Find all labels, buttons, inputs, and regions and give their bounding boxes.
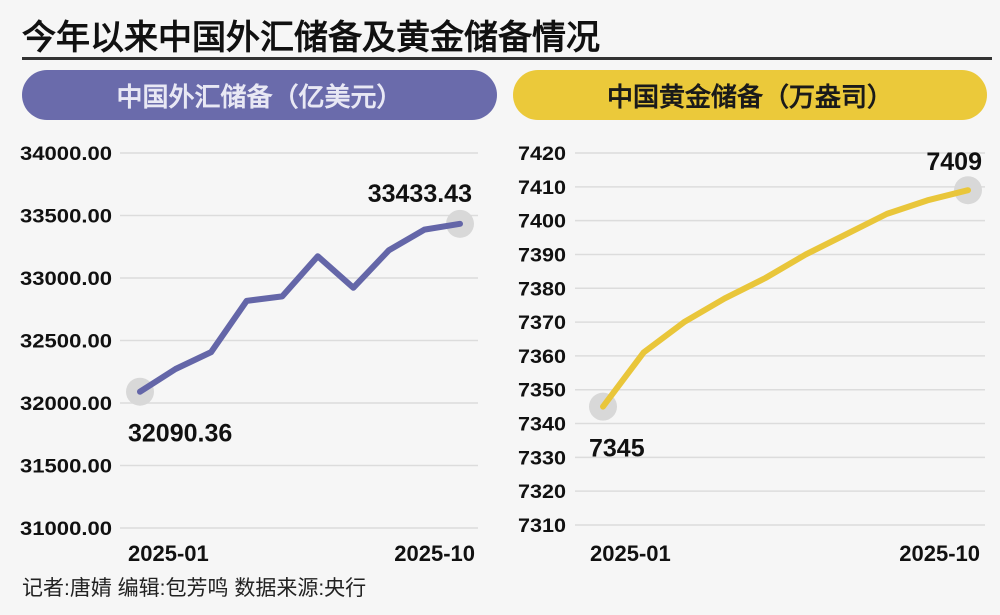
- gold-data-point: [884, 211, 889, 216]
- fx-y-tick-label: 32000.00: [20, 394, 112, 415]
- fx-y-tick-label: 33000.00: [20, 269, 112, 290]
- gold-value-annotation: 7345: [589, 435, 645, 463]
- gold-y-tick-label: 7390: [518, 245, 566, 266]
- fx-value-annotation: 32090.36: [128, 420, 232, 448]
- fx-data-point: [422, 227, 427, 232]
- gold-x-tick-label: 2025-10: [899, 541, 980, 566]
- gold-y-tick-label: 7420: [518, 144, 566, 165]
- gold-x-tick-label: 2025-01: [590, 541, 671, 566]
- fx-data-point: [458, 221, 462, 226]
- fx-data-point: [138, 389, 142, 394]
- fx-x-tick-label: 2025-01: [128, 541, 209, 566]
- gold-value-annotation: 7409: [926, 148, 982, 176]
- gold-y-tick-label: 7340: [518, 415, 566, 436]
- gold-data-point: [925, 198, 930, 203]
- fx-y-tick-label: 34000.00: [20, 144, 112, 165]
- gold-data-point: [966, 188, 970, 193]
- gold-data-point: [722, 296, 727, 301]
- fx-data-point: [386, 248, 391, 253]
- credits-footer: 记者:唐婧 编辑:包芳鸣 数据来源:央行: [22, 577, 367, 600]
- gold-y-tick-label: 7310: [518, 516, 566, 537]
- gold-data-point: [601, 404, 605, 409]
- fx-y-tick-label: 31000.00: [20, 519, 112, 540]
- gold-y-tick-label: 7410: [518, 178, 566, 199]
- gold-series-line: [600, 187, 971, 410]
- page-title: 今年以来中国外汇储备及黄金储备情况: [22, 19, 600, 57]
- gold-data-point: [763, 276, 768, 281]
- fx-x-tick-label: 2025-10: [394, 541, 475, 566]
- fx-data-point: [280, 294, 285, 299]
- gold-y-tick-label: 7330: [518, 448, 566, 469]
- fx-series-line: [137, 220, 463, 395]
- fx-data-point: [244, 298, 249, 303]
- fx-y-tick-label: 32500.00: [20, 332, 112, 353]
- gold-y-tick-label: 7370: [518, 313, 566, 334]
- gold-y-tick-label: 7400: [518, 212, 566, 233]
- title-divider: [22, 57, 992, 60]
- gold-y-tick-label: 7360: [518, 347, 566, 368]
- gold-y-tick-label: 7380: [518, 279, 566, 300]
- fx-data-point: [315, 254, 320, 259]
- fx-data-point: [173, 367, 178, 371]
- fx-chart-title: 中国外汇储备（亿美元）: [22, 70, 497, 120]
- fx-data-point: [351, 285, 356, 290]
- gold-y-tick-label: 7320: [518, 482, 566, 503]
- fx-y-tick-label: 33500.00: [20, 207, 112, 228]
- gold-data-point: [682, 320, 687, 325]
- fx-data-point: [209, 350, 214, 355]
- gold-y-tick-label: 7350: [518, 381, 566, 402]
- fx-y-tick-label: 31500.00: [20, 457, 112, 478]
- gold-data-point: [844, 232, 849, 237]
- gold-chart-title: 中国黄金储备（万盎司）: [513, 70, 987, 120]
- fx-value-annotation: 33433.43: [368, 180, 472, 208]
- gold-data-point: [803, 252, 808, 257]
- gold-data-point: [641, 350, 646, 355]
